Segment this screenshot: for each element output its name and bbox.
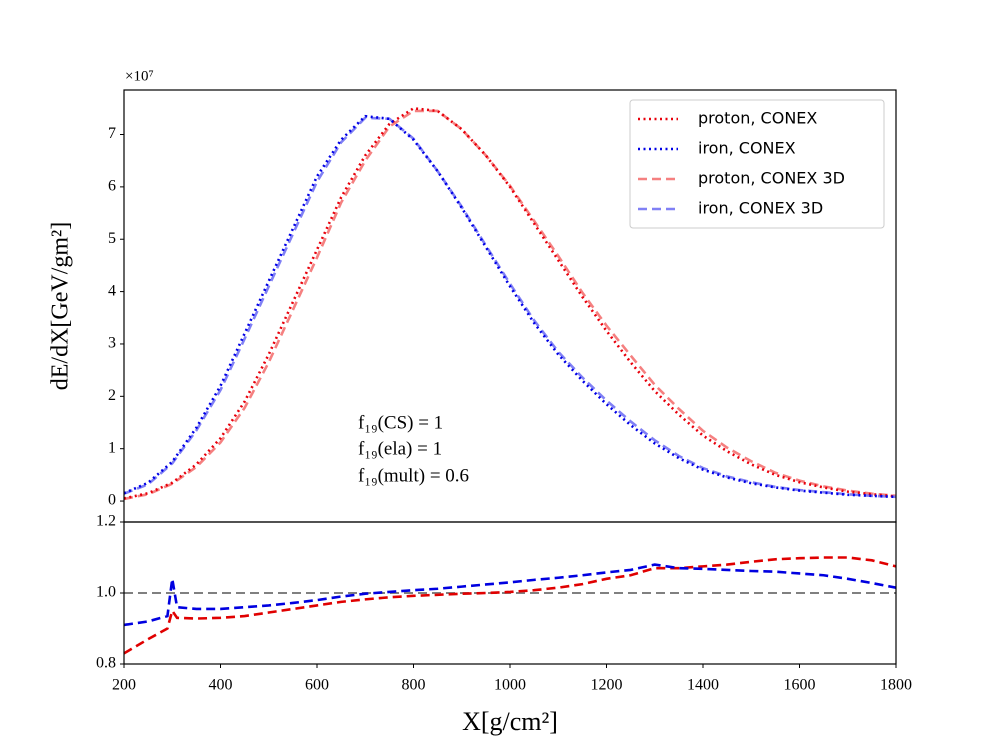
legend-box — [629, 99, 885, 229]
data-line — [123, 114, 897, 499]
data-line — [123, 556, 897, 655]
y-tick-label: 7 — [108, 125, 116, 142]
legend-label: proton, CONEX — [698, 109, 817, 128]
y-tick-label: 1.2 — [96, 513, 116, 530]
legend-label: proton, CONEX 3D — [698, 169, 845, 188]
y-tick-label: 3 — [108, 335, 116, 352]
x-tick-label: 1000 — [494, 677, 526, 694]
x-tick-label: 800 — [402, 677, 426, 694]
y-tick-label: 4 — [108, 282, 116, 299]
y-tick-label: 2 — [108, 387, 116, 404]
y-tick-label: 1.0 — [96, 584, 116, 601]
annotation: f₁₉(CS) = 1 — [358, 412, 443, 433]
y-tick-label: 5 — [108, 230, 116, 247]
x-tick-label: 1600 — [784, 677, 816, 694]
x-tick-label: 600 — [305, 677, 329, 694]
x-tick-label: 1400 — [687, 677, 719, 694]
data-line — [123, 563, 897, 627]
y-tick-label: 0.8 — [96, 655, 116, 672]
multiplier: ×10⁷ — [125, 68, 154, 84]
y-tick-label: 1 — [108, 439, 116, 456]
annotation: f₁₉(mult) = 0.6 — [358, 465, 469, 486]
x-axis-label: X[g/cm²] — [462, 707, 558, 736]
axes-frame — [123, 521, 897, 665]
legend-label: iron, CONEX — [698, 139, 796, 158]
x-tick-label: 400 — [209, 677, 233, 694]
legend-label: iron, CONEX 3D — [698, 199, 823, 218]
y-axis-label: dE/dX[GeV/gm²] — [48, 222, 74, 391]
x-tick-label: 1800 — [880, 677, 912, 694]
data-line — [123, 109, 897, 501]
x-tick-label: 1200 — [591, 677, 623, 694]
annotation: f₁₉(ela) = 1 — [358, 438, 442, 459]
y-tick-label: 6 — [108, 178, 116, 195]
y-tick-label: 0 — [108, 492, 116, 509]
data-line — [123, 106, 897, 500]
x-tick-label: 200 — [112, 677, 136, 694]
